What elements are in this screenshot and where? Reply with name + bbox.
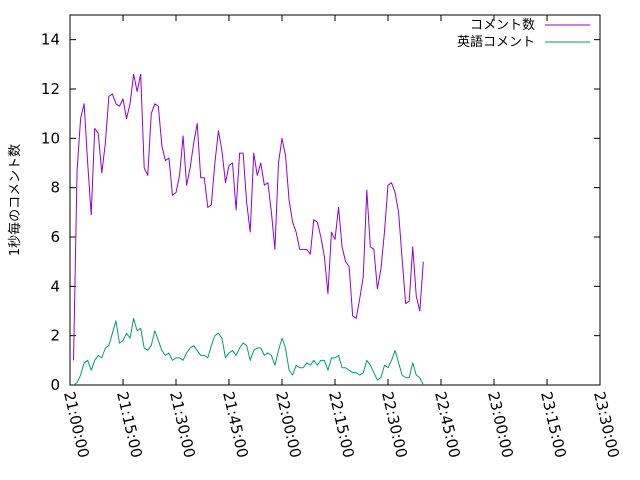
x-tick-label: 21:15:00 — [113, 390, 146, 460]
legend-label-1: コメント数 — [470, 18, 535, 33]
x-tick-label: 22:45:00 — [431, 390, 464, 460]
x-tick-label: 22:30:00 — [378, 390, 411, 460]
y-tick-label: 8 — [50, 179, 60, 197]
x-tick-label: 22:15:00 — [325, 390, 358, 460]
plot-frame — [69, 14, 601, 386]
y-tick-label: 12 — [41, 80, 60, 98]
plot-border — [69, 14, 601, 386]
y-tick-label: 2 — [50, 327, 60, 345]
series-line-1 — [73, 73, 424, 361]
x-tick-label: 21:45:00 — [219, 390, 252, 460]
series-lines — [73, 73, 424, 386]
series-line-2 — [73, 317, 424, 386]
x-tick-label: 22:00:00 — [272, 390, 305, 460]
x-tick-label: 23:30:00 — [590, 390, 623, 460]
y-tick-label: 0 — [50, 376, 60, 394]
legend-label-2: 英語コメント — [457, 34, 535, 50]
x-tick-label: 21:00:00 — [60, 390, 93, 460]
y-axis: 0 2 4 6 8 10 12 14 — [41, 31, 600, 394]
y-tick-label: 14 — [41, 31, 60, 49]
x-tick-label: 23:00:00 — [484, 390, 517, 460]
y-tick-label: 10 — [41, 129, 60, 147]
x-tick-label: 21:30:00 — [166, 390, 199, 460]
x-tick-label: 23:15:00 — [537, 390, 570, 460]
y-tick-label: 6 — [50, 228, 60, 246]
y-tick-label: 4 — [50, 277, 60, 295]
y-axis-title: 1秒毎のコメント数 — [7, 144, 23, 256]
